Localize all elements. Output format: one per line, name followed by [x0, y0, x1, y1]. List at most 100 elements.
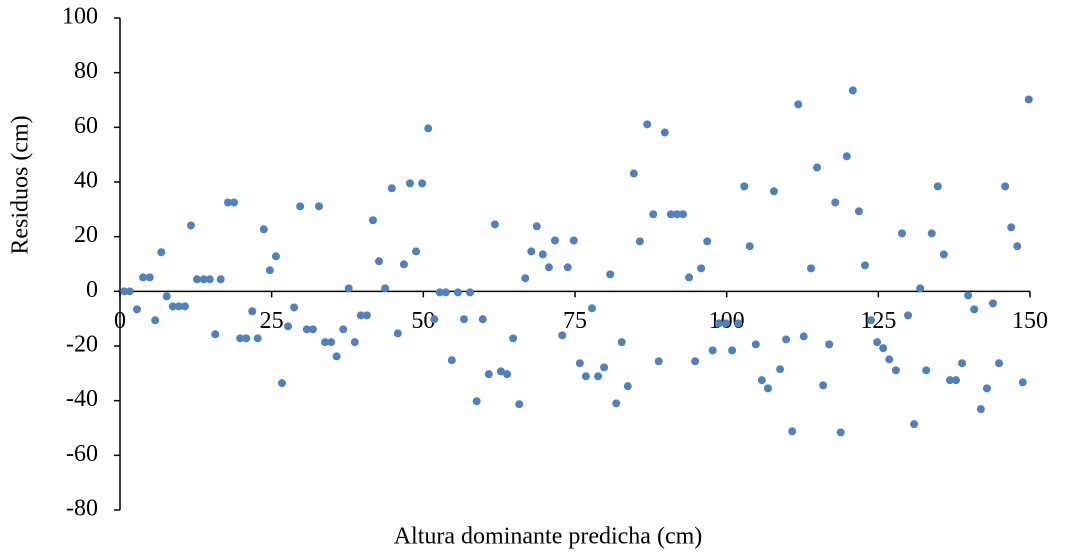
- point: [1007, 223, 1016, 232]
- point: [995, 359, 1004, 368]
- point: [660, 128, 669, 137]
- point: [782, 335, 791, 344]
- point: [703, 237, 712, 246]
- point: [1024, 95, 1033, 104]
- point: [236, 334, 245, 343]
- point: [939, 250, 948, 259]
- point: [259, 225, 268, 234]
- point: [836, 428, 845, 437]
- point: [916, 284, 925, 293]
- point: [806, 264, 815, 273]
- point: [794, 100, 803, 109]
- point: [350, 338, 359, 347]
- point: [332, 352, 341, 361]
- point: [180, 302, 189, 311]
- point: [356, 311, 365, 320]
- point: [569, 236, 578, 245]
- y-tick-label: -80: [66, 496, 98, 522]
- point: [842, 152, 851, 161]
- point: [982, 384, 991, 393]
- point: [776, 365, 785, 374]
- point: [199, 275, 208, 284]
- x-axis-title: Altura dominante predicha (cm): [394, 524, 703, 550]
- point: [435, 288, 444, 297]
- point: [873, 338, 882, 347]
- point: [672, 210, 681, 219]
- point: [708, 346, 717, 355]
- point: [970, 305, 979, 314]
- point: [825, 340, 834, 349]
- point: [424, 124, 433, 133]
- point: [368, 216, 377, 225]
- point: [284, 322, 293, 331]
- point: [951, 376, 960, 385]
- point: [629, 169, 638, 178]
- y-tick-label: 40: [74, 168, 98, 194]
- x-tick-label: 25: [260, 308, 284, 334]
- y-tick-label: 20: [74, 222, 98, 248]
- point: [405, 179, 414, 188]
- point: [722, 319, 731, 328]
- point: [799, 332, 808, 341]
- y-tick-label: 60: [74, 113, 98, 139]
- point: [515, 400, 524, 409]
- point: [635, 237, 644, 246]
- point: [157, 248, 166, 257]
- point: [216, 275, 225, 284]
- point: [964, 291, 973, 300]
- point: [484, 370, 493, 379]
- point: [910, 420, 919, 429]
- point: [600, 363, 609, 372]
- y-tick-label: -40: [66, 386, 98, 412]
- point: [734, 319, 743, 328]
- point: [763, 384, 772, 393]
- point: [623, 382, 632, 391]
- point: [253, 334, 262, 343]
- point: [459, 315, 468, 324]
- point: [205, 275, 214, 284]
- point: [697, 264, 706, 273]
- point: [211, 330, 220, 339]
- y-tick-label: 100: [62, 4, 98, 30]
- point: [854, 207, 863, 216]
- point: [308, 325, 317, 334]
- point: [685, 273, 694, 282]
- point: [976, 405, 985, 414]
- point: [527, 247, 536, 256]
- point: [223, 198, 232, 207]
- point: [612, 399, 621, 408]
- point: [132, 305, 141, 314]
- point: [860, 261, 869, 270]
- point: [885, 355, 894, 364]
- point: [691, 357, 700, 366]
- point: [532, 222, 541, 231]
- point: [891, 366, 900, 375]
- point: [831, 198, 840, 207]
- y-axis-title: Residuos (cm): [8, 115, 34, 254]
- point: [728, 346, 737, 355]
- y-tick-label: 80: [74, 58, 98, 84]
- point: [666, 210, 675, 219]
- point: [302, 325, 311, 334]
- point: [769, 187, 778, 196]
- point: [740, 182, 749, 191]
- point: [819, 381, 828, 390]
- point: [945, 376, 954, 385]
- point: [139, 273, 148, 282]
- point: [418, 179, 427, 188]
- point: [453, 288, 462, 297]
- point: [678, 210, 687, 219]
- point: [186, 221, 195, 230]
- point: [472, 397, 481, 406]
- point: [867, 316, 876, 325]
- point: [174, 302, 183, 311]
- point: [538, 250, 547, 259]
- point: [168, 302, 177, 311]
- point: [387, 184, 396, 193]
- point: [151, 316, 160, 325]
- x-tick-label: 75: [563, 308, 587, 334]
- point: [654, 357, 663, 366]
- point: [958, 359, 967, 368]
- point: [162, 292, 171, 301]
